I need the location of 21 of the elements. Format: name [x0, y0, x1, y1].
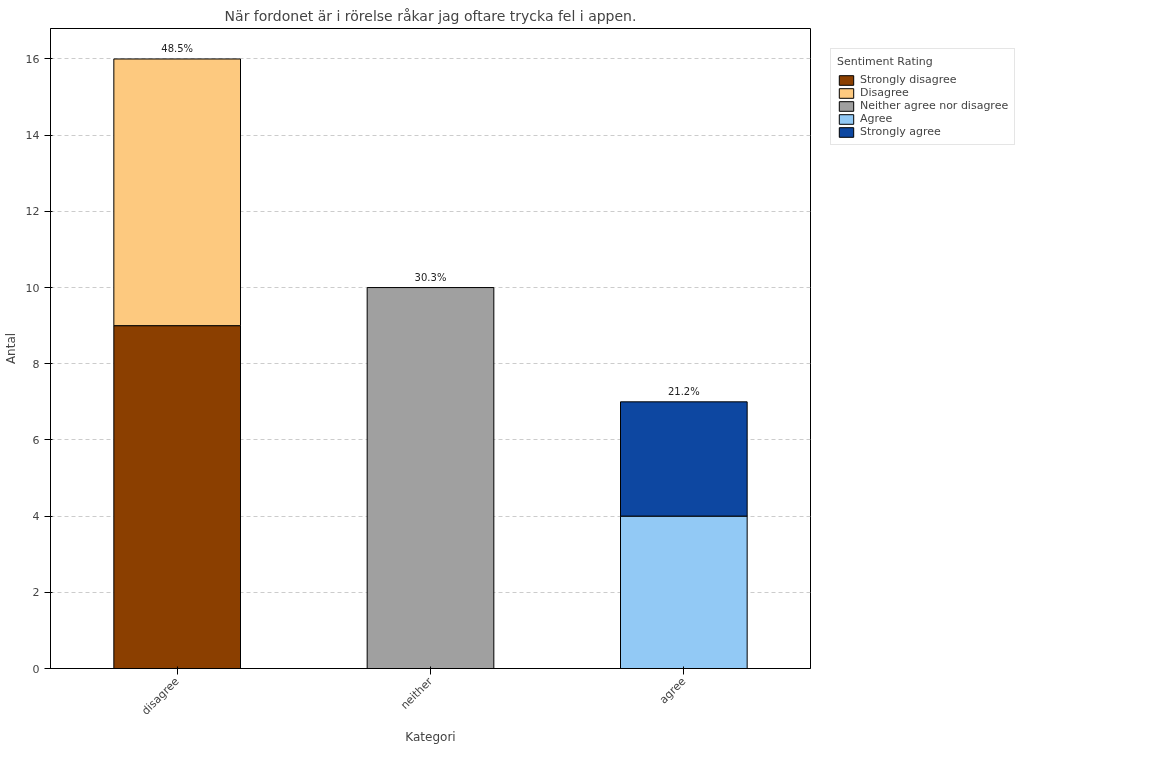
- chart-title: När fordonet är i rörelse råkar jag oftare trycka fel i appen.: [224, 7, 637, 24]
- legend-title: Sentiment Rating: [837, 55, 934, 68]
- y-tick-label: 16: [25, 52, 40, 66]
- y-tick-label: 12: [25, 205, 40, 219]
- y-tick-label: 4: [32, 510, 40, 524]
- x-axis-title: Kategori: [405, 730, 456, 745]
- y-axis-title: Antal: [3, 332, 18, 365]
- y-tick-label: 10: [25, 281, 40, 295]
- annotation: 21.2%: [667, 385, 700, 397]
- legend-label: Neither agree nor disagree: [860, 99, 1009, 112]
- annotation: 30.3%: [414, 271, 447, 283]
- y-tick-label: 6: [32, 433, 40, 447]
- legend-label: Strongly agree: [860, 125, 941, 138]
- legend-label: Strongly disagree: [860, 73, 957, 86]
- legend-label: Disagree: [860, 86, 909, 99]
- legend-label: Agree: [860, 112, 893, 125]
- y-tick-label: 14: [25, 129, 40, 143]
- y-tick-label: 8: [32, 357, 40, 371]
- annotation: 48.5%: [161, 42, 194, 54]
- y-tick-label: 0: [32, 662, 40, 676]
- y-tick-label: 2: [32, 586, 40, 600]
